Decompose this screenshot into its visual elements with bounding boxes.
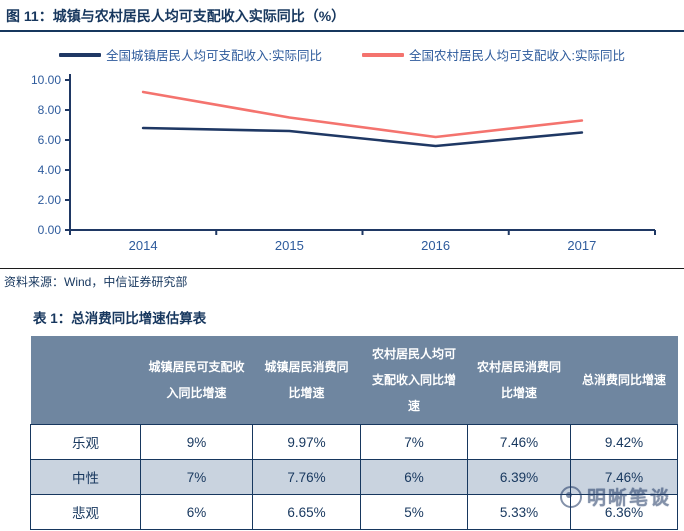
chart-legend: 全国城镇居民人均可支配收入:实际同比 全国农村居民人均可支配收入:实际同比 <box>0 45 684 64</box>
legend-item-rural: 全国农村居民人均可支配收入:实际同比 <box>362 45 625 64</box>
row-label-cell: 悲观 <box>30 494 141 530</box>
table-value-cell: 7.76% <box>252 459 361 495</box>
rural-series-line <box>141 90 584 139</box>
y-tick-label: 0.00 <box>38 223 62 237</box>
table-value-cell: 6% <box>140 494 253 530</box>
table-row: 乐观 9% 9.97% 7% 7.46% 9.42% <box>30 424 678 460</box>
table-value-cell: 9.97% <box>252 424 361 460</box>
table-header-cell: 农村居民人均可支配收入同比增速 <box>360 336 468 425</box>
table-value-cell: 6.36% <box>570 494 678 530</box>
table-row: 悲观 6% 6.65% 5% 5.33% 6.36% <box>30 494 678 530</box>
y-tick-label: 4.00 <box>38 163 62 177</box>
table-value-cell: 9.42% <box>570 424 678 460</box>
legend-item-urban: 全国城镇居民人均可支配收入:实际同比 <box>59 45 322 64</box>
line-chart: 0.00 2.00 4.00 6.00 8.00 10.00 2014 2015 2016 201… <box>31 73 656 253</box>
figure-source: 资料来源：Wind，中信证券研究部 <box>4 275 188 289</box>
x-tick-label: 2014 <box>129 238 158 253</box>
x-tick-label: 2015 <box>275 238 304 253</box>
table-value-cell: 7.46% <box>467 424 571 460</box>
urban-line-swatch <box>59 52 102 57</box>
y-tick-label: 6.00 <box>38 133 62 147</box>
table-row: 中性 7% 7.76% 6% 6.39% 7.46% <box>30 459 678 495</box>
estimation-table: 城镇居民可支配收入同比增速 城镇居民消费同比增速 农村居民人均可支配收入同比增速 农村… <box>30 336 678 530</box>
legend-label-urban: 全国城镇居民人均可支配收入:实际同比 <box>106 49 322 63</box>
table-value-cell: 5.33% <box>467 494 571 530</box>
table-title: 表 1：总消费同比增速估算表 <box>33 311 207 326</box>
row-label-cell: 中性 <box>30 459 141 495</box>
row-label-cell: 乐观 <box>30 424 141 460</box>
table-header-cell: 城镇居民消费同比增速 <box>252 336 361 425</box>
x-tick-label: 2016 <box>421 238 450 253</box>
urban-series-line <box>141 126 584 148</box>
y-tick-label: 8.00 <box>38 103 62 117</box>
y-tick-label: 2.00 <box>38 193 62 207</box>
table-value-cell: 7% <box>140 459 253 495</box>
table-value-cell: 6.65% <box>252 494 361 530</box>
table-header-cell: 城镇居民可支配收入同比增速 <box>140 336 253 425</box>
table-value-cell: 7.46% <box>570 459 678 495</box>
chart-axes <box>69 74 655 231</box>
table-value-cell: 6.39% <box>467 459 571 495</box>
table-header-row: 城镇居民可支配收入同比增速 城镇居民消费同比增速 农村居民人均可支配收入同比增速 农村… <box>30 336 678 425</box>
legend-label-rural: 全国农村居民人均可支配收入:实际同比 <box>409 49 625 63</box>
table-header-cell: 农村居民消费同比增速 <box>467 336 571 425</box>
table-value-cell: 6% <box>360 459 468 495</box>
table-header-cell: 总消费同比增速 <box>570 336 678 425</box>
table-corner-cell <box>30 336 141 425</box>
figure-title: 图 11：城镇与农村居民人均可支配收入实际同比（%） <box>0 0 684 32</box>
x-tick-label: 2017 <box>567 238 596 253</box>
table-value-cell: 7% <box>360 424 468 460</box>
table-value-cell: 5% <box>360 494 468 530</box>
figure-divider <box>0 268 684 269</box>
y-tick-label: 10.00 <box>31 73 61 87</box>
table-value-cell: 9% <box>140 424 253 460</box>
rural-line-swatch <box>362 52 404 57</box>
